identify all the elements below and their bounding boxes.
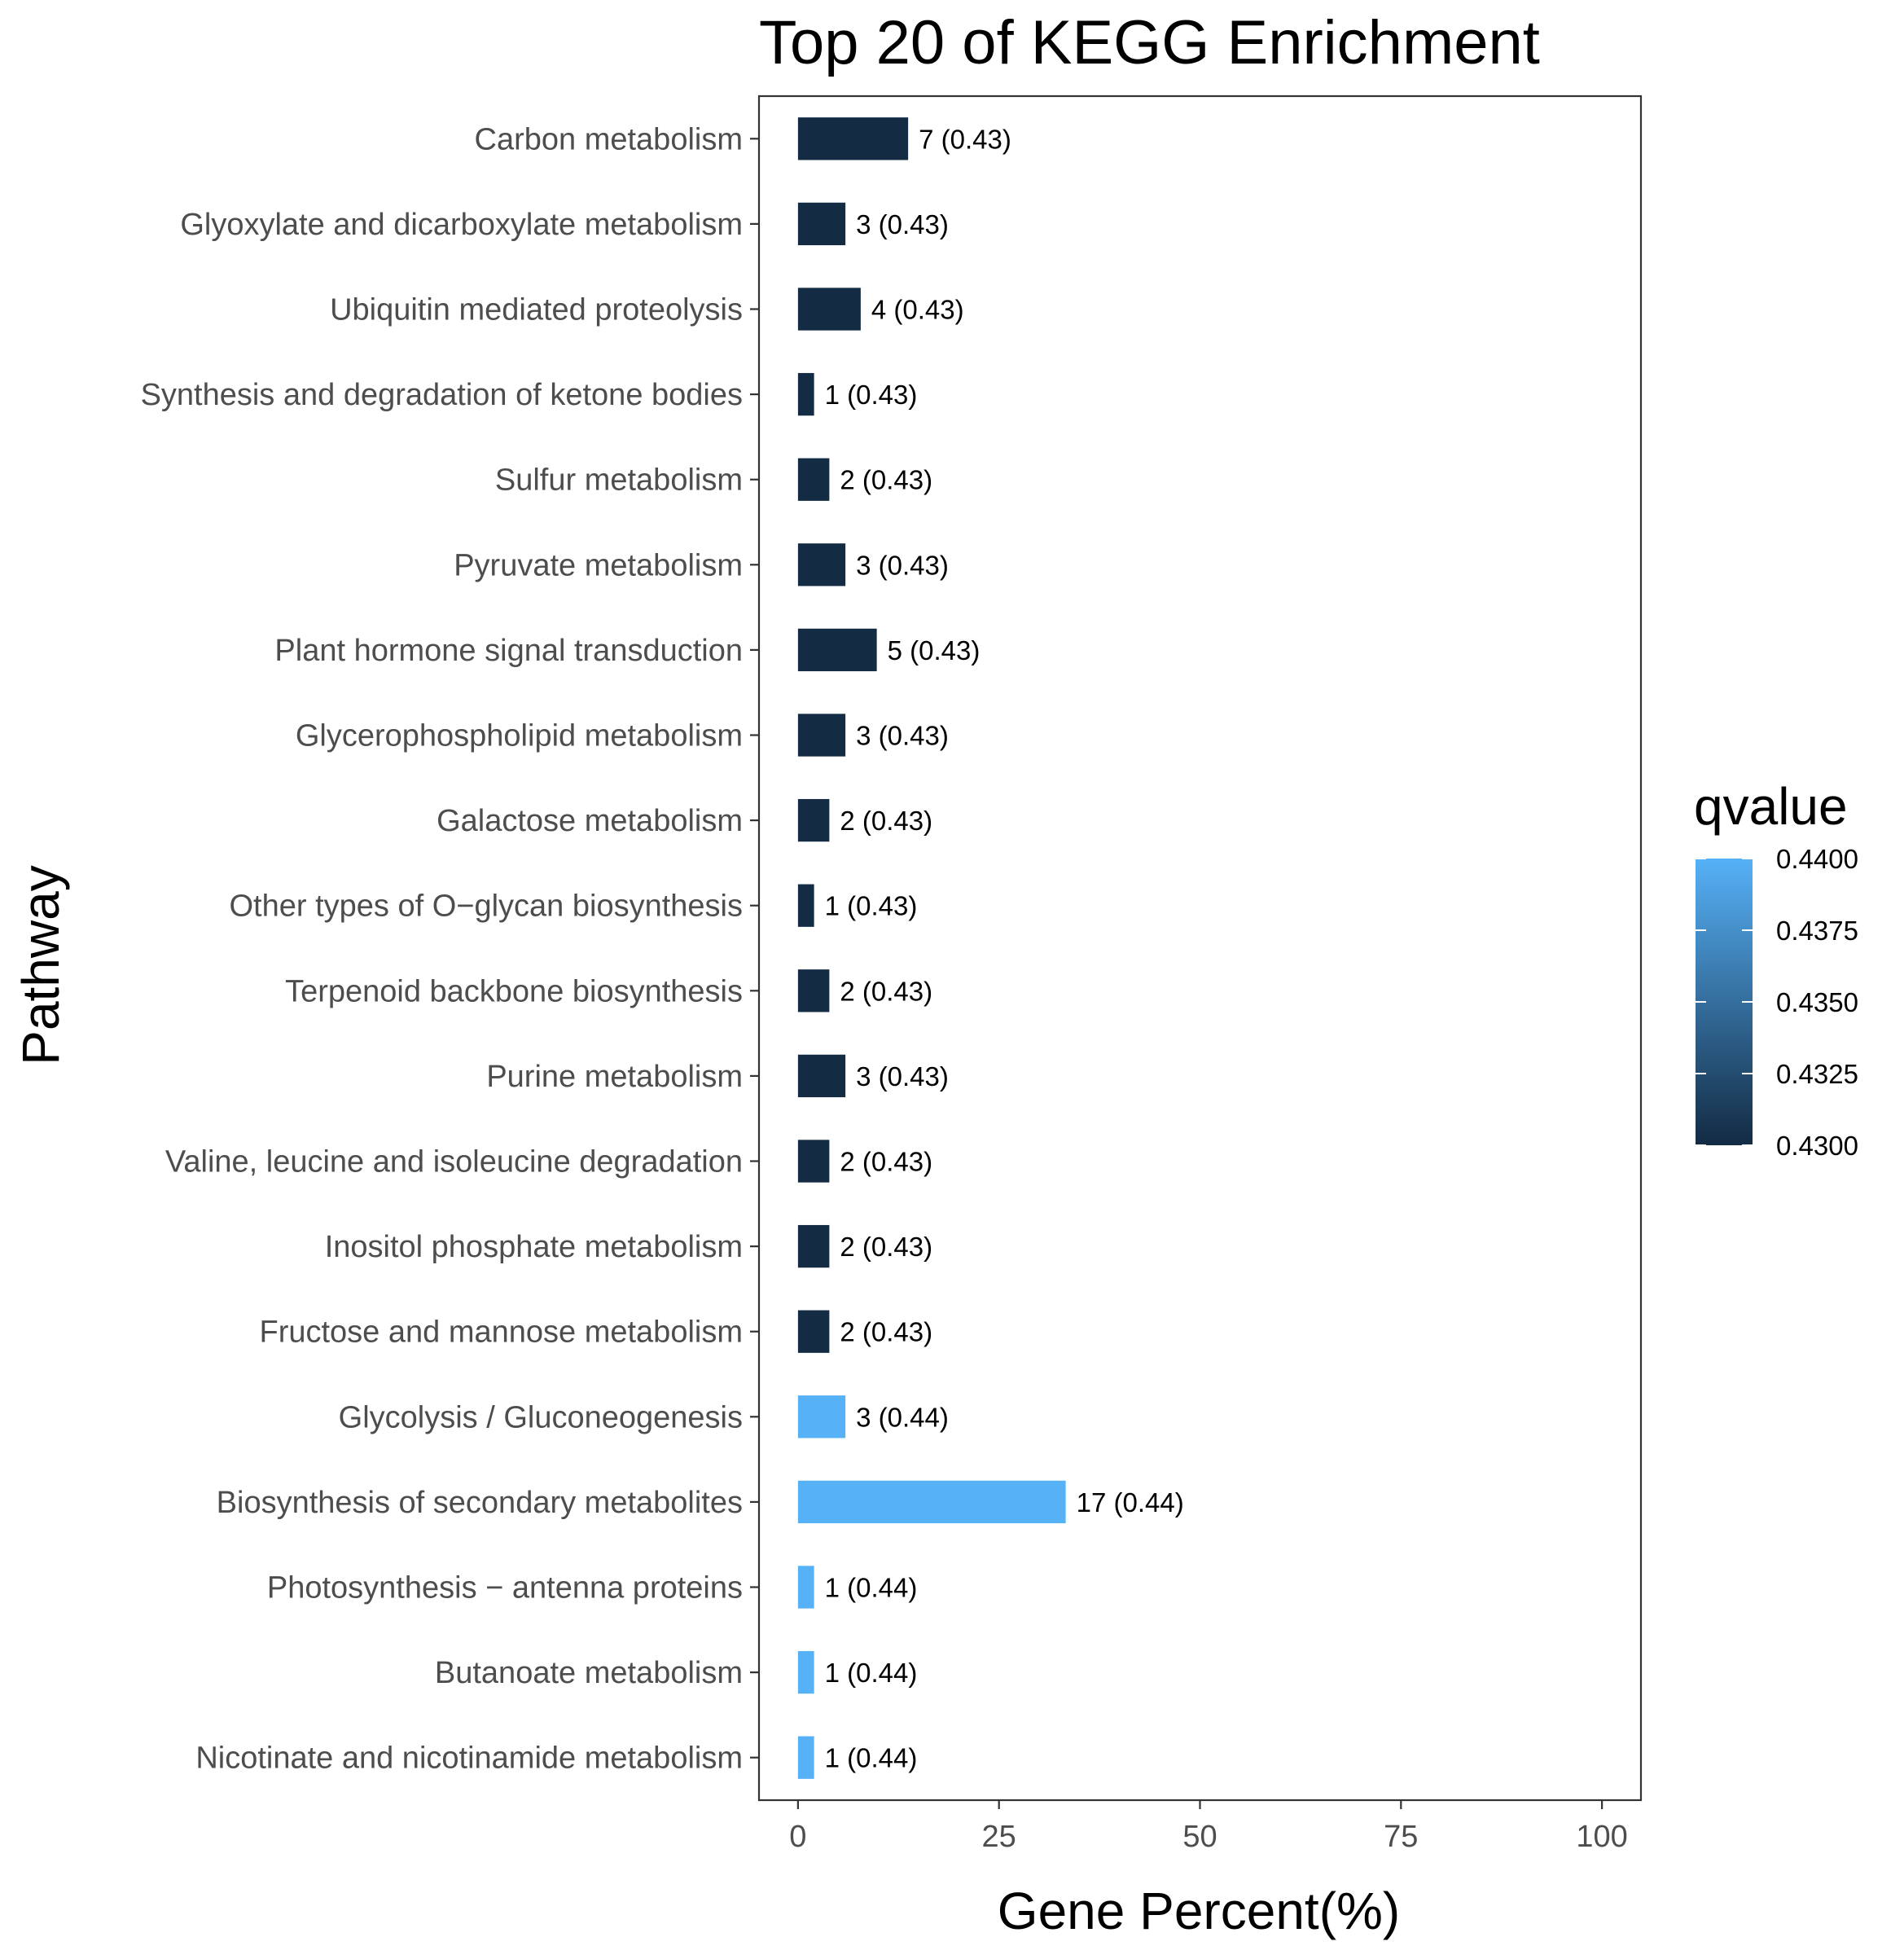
bar bbox=[797, 969, 830, 1012]
y-axis-tick-label: Nicotinate and nicotinamide metabolism bbox=[195, 1742, 743, 1776]
bar bbox=[797, 458, 830, 501]
y-axis-tick-label: Glycolysis / Gluconeogenesis bbox=[339, 1400, 743, 1434]
bar-data-label: 2 (0.43) bbox=[840, 806, 932, 836]
bar bbox=[797, 1224, 830, 1268]
legend-title: qvalue bbox=[1694, 777, 1848, 836]
y-axis-tick-label: Carbon metabolism bbox=[475, 122, 743, 156]
bar-data-label: 3 (0.43) bbox=[856, 209, 949, 239]
bar-data-label: 1 (0.44) bbox=[825, 1573, 918, 1603]
bar bbox=[797, 372, 814, 416]
bar bbox=[797, 1480, 1066, 1524]
bar-data-label: 1 (0.44) bbox=[825, 1658, 918, 1688]
legend-tick-label: 0.4350 bbox=[1776, 987, 1858, 1017]
bar-data-label: 3 (0.43) bbox=[856, 550, 949, 580]
bar bbox=[797, 202, 846, 246]
legend-tick-label: 0.4375 bbox=[1776, 916, 1858, 946]
category-axis: Carbon metabolism Glyoxylate and dicarbox… bbox=[141, 122, 759, 1776]
y-axis-tick-label: Photosynthesis − antenna proteins bbox=[267, 1571, 743, 1605]
y-axis-tick-label: Valine, leucine and isoleucine degradati… bbox=[165, 1145, 743, 1179]
bar-data-label: 1 (0.43) bbox=[825, 380, 918, 410]
bar-data-label: 2 (0.43) bbox=[840, 465, 932, 495]
bar bbox=[797, 288, 861, 331]
x-axis-tick-label: 75 bbox=[1384, 1820, 1418, 1854]
legend-tick-label: 0.4300 bbox=[1776, 1131, 1858, 1161]
y-axis-title: Pathway bbox=[11, 865, 70, 1065]
bar-data-label: 2 (0.43) bbox=[840, 1317, 932, 1347]
bar bbox=[797, 1650, 814, 1694]
bar-data-label: 2 (0.43) bbox=[840, 1232, 932, 1262]
legend-tick-label: 0.4400 bbox=[1776, 844, 1858, 874]
bar-data-label: 7 (0.43) bbox=[919, 124, 1011, 154]
bar-data-label: 3 (0.43) bbox=[856, 721, 949, 751]
y-axis-tick-label: Biosynthesis of secondary metabolites bbox=[217, 1486, 743, 1520]
y-axis-tick-label: Glyoxylate and dicarboxylate metabolism bbox=[180, 208, 743, 242]
bar bbox=[797, 1140, 830, 1183]
bar bbox=[797, 628, 877, 672]
bar-data-label: 2 (0.43) bbox=[840, 1147, 932, 1177]
legend-qvalue: qvalue 0.4400 0.4375 0.4350 0.4325 0.4300 bbox=[1694, 777, 1858, 1161]
bar-data-label: 2 (0.43) bbox=[840, 976, 932, 1006]
plot-panel-border bbox=[757, 94, 1643, 1802]
y-axis-tick-label: Glycerophospholipid metabolism bbox=[296, 719, 743, 753]
y-axis-tick-label: Plant hormone signal transduction bbox=[274, 634, 743, 668]
y-axis-tick-label: Fructose and mannose metabolism bbox=[259, 1316, 743, 1350]
bars-layer: 7 (0.43) 3 (0.43) 4 (0.43) 1 (0.43) 2 (0.43)… bbox=[797, 117, 1184, 1779]
y-axis-tick-label: Butanoate metabolism bbox=[435, 1656, 743, 1690]
x-axis: 0 25 50 75 100 bbox=[789, 1800, 1628, 1854]
bar bbox=[797, 1736, 814, 1779]
y-axis-tick-label: Inositol phosphate metabolism bbox=[325, 1230, 743, 1264]
bar bbox=[797, 1395, 846, 1439]
bar-data-label: 1 (0.44) bbox=[825, 1743, 918, 1773]
y-axis-tick-label: Sulfur metabolism bbox=[495, 463, 743, 498]
bar bbox=[797, 714, 846, 757]
bar bbox=[797, 798, 830, 842]
bar-data-label: 17 (0.44) bbox=[1077, 1487, 1184, 1518]
y-axis-tick-label: Other types of O−glycan biosynthesis bbox=[230, 889, 744, 924]
bar bbox=[797, 117, 909, 160]
bar bbox=[797, 1310, 830, 1353]
x-axis-title: Gene Percent(%) bbox=[998, 1882, 1400, 1940]
y-axis-tick-label: Purine metabolism bbox=[486, 1060, 743, 1094]
bar-data-label: 3 (0.44) bbox=[856, 1402, 949, 1432]
bar bbox=[797, 1054, 846, 1098]
x-axis-tick-label: 25 bbox=[982, 1820, 1016, 1854]
x-axis-tick-label: 100 bbox=[1576, 1820, 1627, 1854]
x-axis-tick-label: 0 bbox=[789, 1820, 806, 1854]
bar bbox=[797, 543, 846, 586]
x-axis-tick-label: 50 bbox=[1182, 1820, 1217, 1854]
bar bbox=[797, 1566, 814, 1609]
y-axis-tick-label: Ubiquitin mediated proteolysis bbox=[330, 293, 743, 327]
bar-data-label: 5 (0.43) bbox=[888, 635, 981, 665]
bar bbox=[797, 884, 814, 927]
bar-data-label: 1 (0.43) bbox=[825, 891, 918, 921]
y-axis-tick-label: Galactose metabolism bbox=[437, 804, 743, 838]
bar-data-label: 3 (0.43) bbox=[856, 1061, 949, 1092]
bar-data-label: 4 (0.43) bbox=[871, 295, 964, 325]
y-axis-tick-label: Pyruvate metabolism bbox=[454, 548, 743, 582]
y-axis-tick-label: Terpenoid backbone biosynthesis bbox=[285, 974, 743, 1008]
legend-tick-label: 0.4325 bbox=[1776, 1059, 1858, 1089]
y-axis-tick-label: Synthesis and degradation of ketone bodi… bbox=[141, 378, 743, 412]
chart-title: Top 20 of KEGG Enrichment bbox=[759, 8, 1540, 77]
